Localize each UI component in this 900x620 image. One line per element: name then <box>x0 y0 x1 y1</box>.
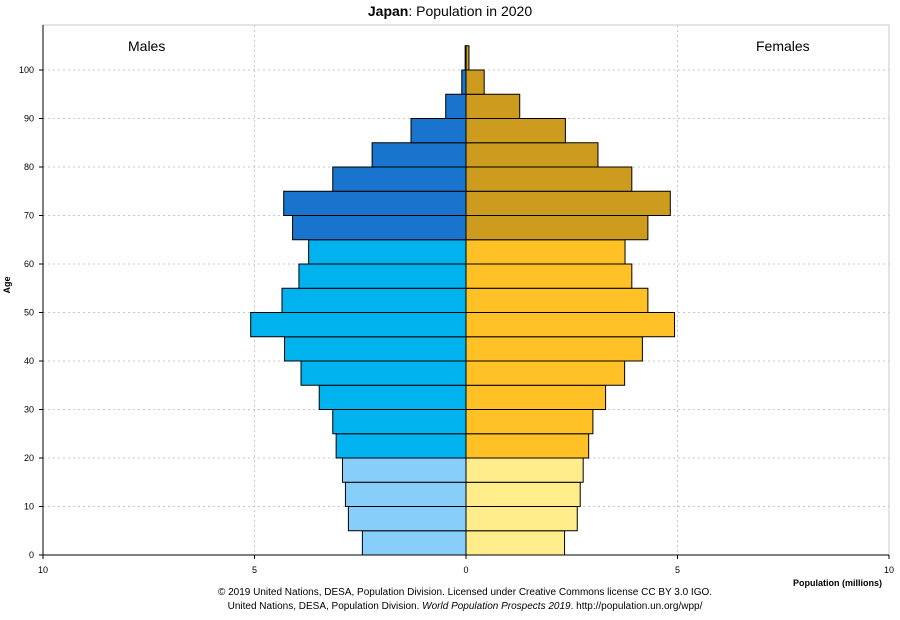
y-tick-label: 20 <box>24 453 34 463</box>
bar-female-10-14 <box>465 481 581 507</box>
bar-male-65-69 <box>292 215 467 241</box>
bar-female-70-74 <box>465 190 671 216</box>
x-tick-label: 5 <box>675 565 680 575</box>
bar-female-15-19 <box>465 457 584 483</box>
y-tick-label: 90 <box>24 114 34 124</box>
bar-female-50-54 <box>465 287 649 313</box>
bar-male-90-94 <box>445 93 467 119</box>
chart-title-country: Japan <box>367 3 409 19</box>
bar-female-55-59 <box>465 263 633 289</box>
x-tick-label: 5 <box>252 565 257 575</box>
bar-male-15-19 <box>341 457 467 483</box>
bar-male-5-9 <box>347 506 467 532</box>
bar-female-0-4 <box>465 530 566 556</box>
y-tick-label: 100 <box>19 65 34 75</box>
y-tick-label: 70 <box>24 211 34 221</box>
bar-male-60-64 <box>308 239 467 265</box>
y-tick-label: 40 <box>24 356 34 366</box>
x-tick-label: 10 <box>38 565 48 575</box>
bar-male-35-39 <box>300 360 467 386</box>
bar-male-25-29 <box>332 409 467 435</box>
chart-title: Japan: Population in 2020 <box>0 3 900 19</box>
bar-male-95-99 <box>461 69 467 95</box>
bar-male-30-34 <box>318 384 467 410</box>
bar-female-85-89 <box>465 118 566 144</box>
bar-female-60-64 <box>465 239 626 265</box>
y-tick-label: 30 <box>24 405 34 415</box>
bar-female-95-99 <box>465 69 485 95</box>
credit-line-2: United Nations, DESA, Population Divisio… <box>0 601 900 612</box>
x-tick-label: 0 <box>463 565 468 575</box>
bar-male-20-24 <box>335 433 467 459</box>
bar-male-10-14 <box>344 481 467 507</box>
bar-female-40-44 <box>465 336 643 362</box>
bar-male-55-59 <box>298 263 467 289</box>
y-tick-label: 10 <box>24 502 34 512</box>
bar-male-0-4 <box>361 530 467 556</box>
bar-female-90-94 <box>465 93 521 119</box>
bar-female-5-9 <box>465 506 578 532</box>
chart-title-rest: : Population in 2020 <box>408 3 533 19</box>
females-label: Females <box>756 38 810 54</box>
credit-source: United Nations, DESA, Population Divisio… <box>227 601 423 612</box>
bar-female-100+ <box>465 45 470 71</box>
credit-url: . http://population.un.org/wpp/ <box>570 601 703 612</box>
x-axis-title: Population (millions) <box>793 578 882 588</box>
bar-female-25-29 <box>465 409 594 435</box>
bar-male-70-74 <box>283 190 467 216</box>
y-tick-label: 60 <box>24 259 34 269</box>
x-tick-label: 10 <box>884 565 894 575</box>
bar-female-65-69 <box>465 215 649 241</box>
bar-male-50-54 <box>281 287 467 313</box>
bar-female-80-84 <box>465 142 599 168</box>
bar-male-85-89 <box>410 118 467 144</box>
bar-male-80-84 <box>371 142 467 168</box>
bar-male-75-79 <box>332 166 467 192</box>
bar-male-40-44 <box>284 336 467 362</box>
credit-line-1: © 2019 United Nations, DESA, Population … <box>217 587 713 598</box>
credit-publication: World Population Prospects 2019 <box>422 601 571 612</box>
bar-female-45-49 <box>465 312 676 338</box>
y-tick-label: 80 <box>24 162 34 172</box>
bar-female-75-79 <box>465 166 633 192</box>
males-label: Males <box>128 38 166 54</box>
bar-female-35-39 <box>465 360 626 386</box>
bar-female-20-24 <box>465 433 590 459</box>
y-tick-label: 50 <box>24 308 34 318</box>
y-axis-title: Age <box>2 276 12 294</box>
bar-male-45-49 <box>250 312 467 338</box>
y-tick-label: 0 <box>29 550 34 560</box>
bar-female-30-34 <box>465 384 607 410</box>
